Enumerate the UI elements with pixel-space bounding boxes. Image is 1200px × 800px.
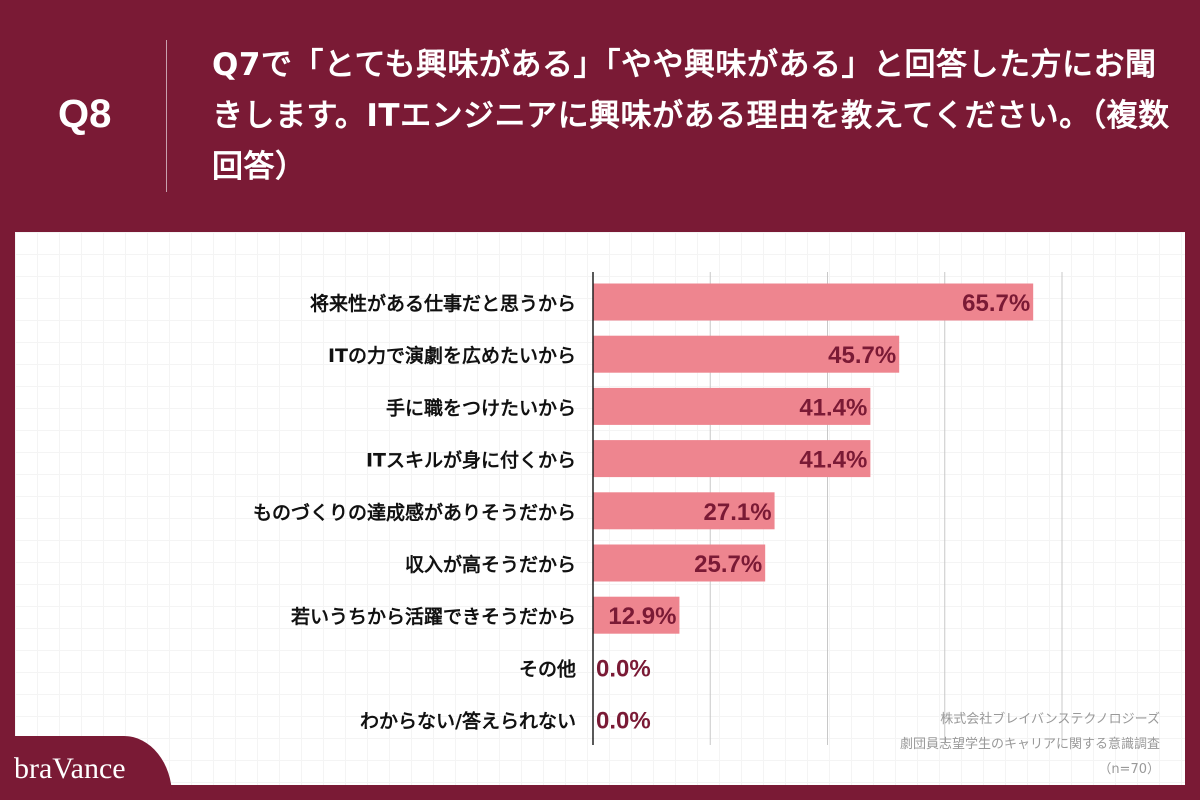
value-label: 41.4% <box>799 447 867 474</box>
bar <box>593 335 900 373</box>
value-label: 0.0% <box>596 655 651 682</box>
brand-logo: braVance <box>14 752 126 785</box>
bar <box>593 544 766 582</box>
header-divider <box>166 40 167 192</box>
value-label: 25.7% <box>694 551 762 578</box>
category-label: ものづくりの達成感がありそうだから <box>253 501 576 524</box>
bar <box>593 492 775 530</box>
bar <box>593 387 871 425</box>
value-label: 65.7% <box>962 290 1030 317</box>
source-sample-size: （n=70） <box>1098 762 1160 777</box>
value-label: 45.7% <box>828 342 896 369</box>
category-label: 若いうちから活躍できそうだから <box>291 605 576 628</box>
source-survey: 劇団員志望学生のキャリアに関する意識調査 <box>899 737 1160 752</box>
value-label: 41.4% <box>799 394 867 421</box>
logo-tab <box>0 736 172 800</box>
bar <box>593 440 871 478</box>
category-label: 手に職をつけたいから <box>386 396 576 419</box>
question-number: Q8 <box>58 92 112 136</box>
value-label: 27.1% <box>704 499 772 526</box>
source-note: 株式会社ブレイバンステクノロジーズ 劇団員志望学生のキャリアに関する意識調査 （… <box>900 707 1160 782</box>
category-label: ITの力で演劇を広めたいから <box>328 344 576 367</box>
value-label: 0.0% <box>596 708 651 735</box>
category-label: 将来性がある仕事だと思うから <box>310 292 576 315</box>
category-label: わからない/答えられない <box>360 710 576 733</box>
category-label: その他 <box>519 657 576 680</box>
category-label: 収入が高そうだから <box>405 553 576 576</box>
question-title: Q7で「とても興味がある」「やや興味がある」と回答した方にお聞きします。ITエン… <box>212 47 1170 185</box>
category-label: ITスキルが身に付くから <box>366 449 576 472</box>
bar <box>593 283 1034 321</box>
bar <box>593 596 680 634</box>
value-label: 12.9% <box>608 603 676 630</box>
source-company: 株式会社ブレイバンステクノロジーズ <box>940 712 1160 727</box>
